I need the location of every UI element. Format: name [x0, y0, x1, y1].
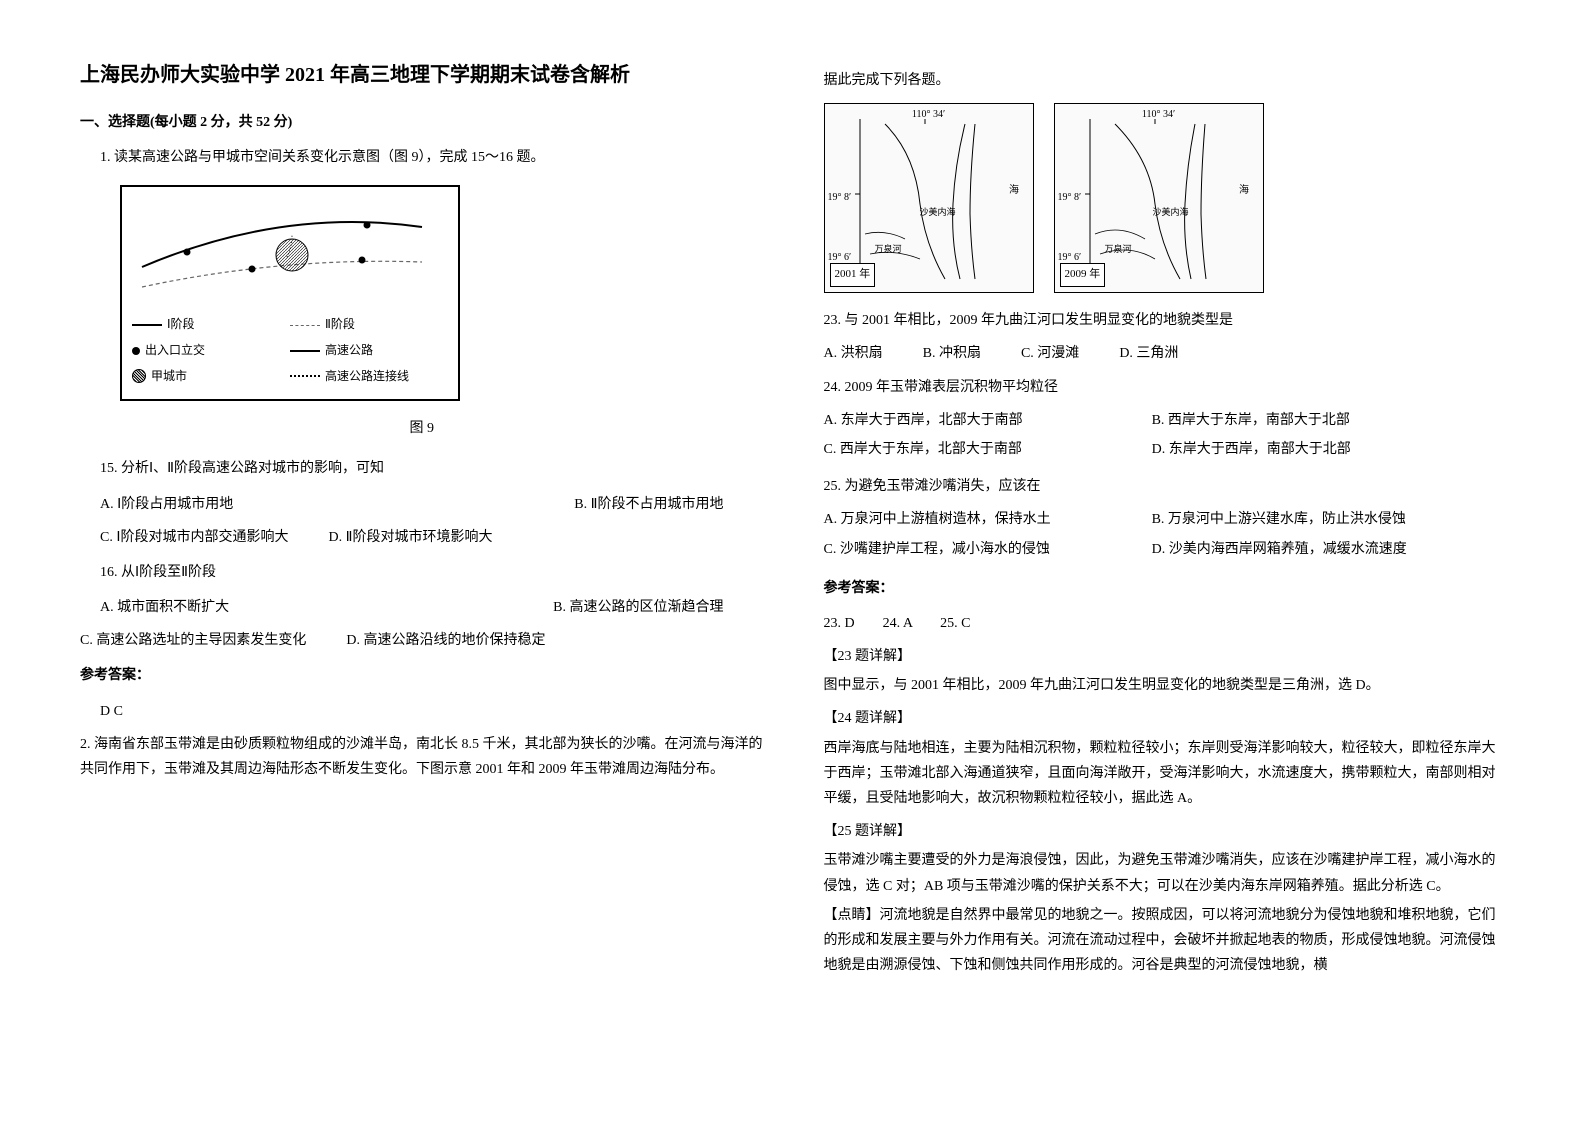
map1-river: 万泉河 — [875, 241, 902, 257]
figure-9-legend: Ⅰ阶段 Ⅱ阶段 出入口立交 高速公路 甲城市 高速公路连接线 — [132, 312, 448, 389]
q24-stem: 24. 2009 年玉带滩表层沉积物平均粒径 — [824, 375, 1508, 400]
city-icon — [132, 369, 146, 383]
q15-options-row2: C. Ⅰ阶段对城市内部交通影响大 D. Ⅱ阶段对城市环境影响大 — [100, 525, 764, 550]
exp24-label: 【24 题详解】 — [824, 706, 1508, 731]
map-2009: 110° 34′ 19° 8′ 19° 6′ 海 沙美内海 万泉河 2009 年 — [1054, 103, 1264, 293]
exp24: 西岸海底与陆地相连，主要为陆相沉积物，颗粒粒径较小；东岸则受海洋影响较大，粒径较… — [824, 736, 1508, 812]
exp23-label: 【23 题详解】 — [824, 644, 1508, 669]
q23-opt-d: D. 三角洲 — [1119, 341, 1178, 366]
legend-stage2: Ⅱ阶段 — [290, 314, 448, 336]
q16-options-row2: C. 高速公路选址的主导因素发生变化 D. 高速公路沿线的地价保持稳定 — [80, 628, 764, 653]
q24-opt-b: B. 西岸大于东岸，南部大于北部 — [1152, 408, 1480, 433]
legend-stage1: Ⅰ阶段 — [132, 314, 290, 336]
figure-9-caption: 图 9 — [80, 416, 764, 441]
figure-9: Ⅰ阶段 Ⅱ阶段 出入口立交 高速公路 甲城市 高速公路连接线 — [120, 185, 460, 401]
map1-year: 2001 年 — [830, 263, 876, 287]
q16-opt-b: B. 高速公路的区位渐趋合理 — [553, 595, 723, 620]
q24-opt-d: D. 东岸大于西岸，南部大于北部 — [1152, 437, 1480, 462]
q15-opt-a: A. Ⅰ阶段占用城市用地 — [100, 492, 233, 517]
q25-opt-a: A. 万泉河中上游植树造林，保持水土 — [824, 507, 1152, 532]
q23-options: A. 洪积扇 B. 冲积扇 C. 河漫滩 D. 三角洲 — [824, 341, 1508, 366]
legend-stage2-label: Ⅱ阶段 — [325, 314, 355, 336]
q23-opt-c: C. 河漫滩 — [1021, 341, 1079, 366]
q16-opt-d: D. 高速公路沿线的地价保持稳定 — [346, 628, 545, 653]
q16-options-row1: A. 城市面积不断扩大 B. 高速公路的区位渐趋合理 — [100, 595, 764, 620]
q24-options: A. 东岸大于西岸，北部大于南部 B. 西岸大于东岸，南部大于北部 C. 西岸大… — [824, 408, 1508, 466]
exam-title: 上海民办师大实验中学 2021 年高三地理下学期期末试卷含解析 — [80, 60, 764, 90]
q25-opt-c: C. 沙嘴建护岸工程，减小海水的侵蚀 — [824, 537, 1152, 562]
right-column: 据此完成下列各题。 110° 34′ 19° 8′ 19° 6′ 海 沙美内海 … — [824, 60, 1508, 1062]
map2-lat1: 19° 8′ — [1058, 189, 1082, 207]
q24-opt-c: C. 西岸大于东岸，北部大于南部 — [824, 437, 1152, 462]
q23-stem: 23. 与 2001 年相比，2009 年九曲江河口发生明显变化的地貌类型是 — [824, 308, 1508, 333]
map2-river: 万泉河 — [1105, 241, 1132, 257]
legend-interchange-label: 出入口立交 — [145, 340, 205, 362]
exp25: 玉带滩沙嘴主要遭受的外力是海浪侵蚀，因此，为避免玉带滩沙嘴消失，应该在沙嘴建护岸… — [824, 848, 1508, 898]
q24-opt-a: A. 东岸大于西岸，北部大于南部 — [824, 408, 1152, 433]
legend-highway-label: 高速公路 — [325, 340, 373, 362]
answer2: 23. D 24. A 25. C — [824, 611, 1508, 636]
q15-opt-c: C. Ⅰ阶段对城市内部交通影响大 — [100, 525, 288, 550]
map2-sea: 海 — [1233, 184, 1251, 194]
line-dotted-icon — [290, 375, 320, 377]
highway-diagram-svg — [132, 197, 432, 307]
map1-shanei: 沙美内海 — [920, 204, 956, 220]
map2-year: 2009 年 — [1060, 263, 1106, 287]
dot-icon — [132, 347, 140, 355]
section-1-header: 一、选择题(每小题 2 分，共 52 分) — [80, 110, 764, 135]
q15-opt-b: B. Ⅱ阶段不占用城市用地 — [574, 492, 723, 517]
legend-city-label: 甲城市 — [151, 366, 187, 388]
map2-shanei: 沙美内海 — [1153, 204, 1189, 220]
tip: 【点睛】河流地貌是自然界中最常见的地貌之一。按照成因，可以将河流地貌分为侵蚀地貌… — [824, 903, 1508, 979]
q1-intro: 1. 读某高速公路与甲城市空间关系变化示意图（图 9），完成 15～16 题。 — [100, 145, 764, 170]
map1-lat1: 19° 8′ — [828, 189, 852, 207]
q25-opt-b: B. 万泉河中上游兴建水库，防止洪水侵蚀 — [1152, 507, 1480, 532]
map1-lon: 110° 34′ — [912, 106, 945, 124]
answer1-label: 参考答案： — [80, 663, 764, 688]
exp25-label: 【25 题详解】 — [824, 819, 1508, 844]
col2-intro: 据此完成下列各题。 — [824, 68, 1508, 93]
answer2-label: 参考答案： — [824, 576, 1508, 601]
q16-opt-a: A. 城市面积不断扩大 — [100, 595, 229, 620]
q23-opt-a: A. 洪积扇 — [824, 341, 883, 366]
q23-opt-b: B. 冲积扇 — [923, 341, 981, 366]
q25-stem: 25. 为避免玉带滩沙嘴消失，应该在 — [824, 474, 1508, 499]
map2-lon: 110° 34′ — [1142, 106, 1175, 124]
exp23: 图中显示，与 2001 年相比，2009 年九曲江河口发生明显变化的地貌类型是三… — [824, 673, 1508, 698]
q15-stem: 15. 分析Ⅰ、Ⅱ阶段高速公路对城市的影响，可知 — [100, 456, 764, 481]
q16-stem: 16. 从Ⅰ阶段至Ⅱ阶段 — [100, 560, 764, 585]
legend-connector: 高速公路连接线 — [290, 366, 448, 388]
q25-opt-d: D. 沙美内海西岸网箱养殖，减缓水流速度 — [1152, 537, 1480, 562]
q15-options-row1: A. Ⅰ阶段占用城市用地 B. Ⅱ阶段不占用城市用地 — [100, 492, 764, 517]
legend-city: 甲城市 — [132, 366, 290, 388]
left-column: 上海民办师大实验中学 2021 年高三地理下学期期末试卷含解析 一、选择题(每小… — [80, 60, 764, 1062]
map-2001: 110° 34′ 19° 8′ 19° 6′ 海 沙美内海 万泉河 2001 年 — [824, 103, 1034, 293]
legend-interchange: 出入口立交 — [132, 340, 290, 362]
line-solid-icon — [132, 324, 162, 326]
q25-options: A. 万泉河中上游植树造林，保持水土 B. 万泉河中上游兴建水库，防止洪水侵蚀 … — [824, 507, 1508, 565]
legend-connector-label: 高速公路连接线 — [325, 366, 409, 388]
legend-stage1-label: Ⅰ阶段 — [167, 314, 195, 336]
line-solid-icon-2 — [290, 350, 320, 352]
legend-highway: 高速公路 — [290, 340, 448, 362]
map1-sea: 海 — [1003, 184, 1021, 194]
answer1: D C — [100, 699, 764, 724]
line-dash-icon — [290, 325, 320, 326]
q2-intro: 2. 海南省东部玉带滩是由砂质颗粒物组成的沙滩半岛，南北长 8.5 千米，其北部… — [80, 732, 764, 782]
q16-opt-c: C. 高速公路选址的主导因素发生变化 — [80, 628, 306, 653]
map-pair: 110° 34′ 19° 8′ 19° 6′ 海 沙美内海 万泉河 2001 年… — [824, 103, 1508, 293]
q15-opt-d: D. Ⅱ阶段对城市环境影响大 — [328, 525, 492, 550]
